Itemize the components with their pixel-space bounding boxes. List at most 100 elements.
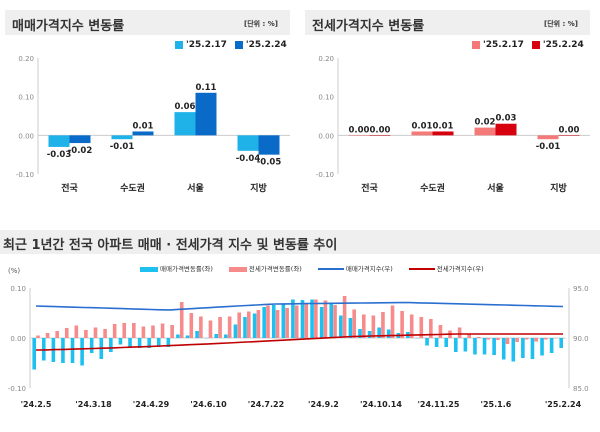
trend-bar bbox=[64, 328, 69, 338]
trend-bar bbox=[233, 324, 238, 338]
trend-bar bbox=[74, 325, 79, 338]
trend-bar bbox=[544, 338, 548, 340]
legend-item: 매매가격변동률(좌) bbox=[140, 263, 213, 273]
trend-bar bbox=[476, 337, 481, 338]
trend-bar bbox=[185, 335, 190, 338]
trend-bar bbox=[103, 329, 107, 338]
legend-item: '25.2.17 bbox=[472, 40, 524, 50]
trend-bar bbox=[438, 325, 443, 338]
trend-bar bbox=[342, 296, 347, 338]
trend-bar bbox=[275, 310, 280, 338]
trend-bar bbox=[195, 331, 199, 338]
trend-bar bbox=[473, 338, 477, 355]
data-label: 0.00 bbox=[559, 125, 580, 135]
trend-bar bbox=[454, 338, 458, 352]
trend-bar bbox=[515, 338, 519, 342]
data-label: -0.05 bbox=[257, 158, 282, 168]
trend-bar bbox=[256, 310, 261, 338]
jeonse-index-line bbox=[35, 333, 563, 351]
right-tick-label: 95.0 bbox=[573, 285, 589, 293]
trend-bar bbox=[457, 327, 462, 338]
trend-bar bbox=[496, 338, 500, 340]
trend-bar bbox=[559, 338, 563, 348]
trend-bar bbox=[524, 338, 529, 340]
data-label: -0.02 bbox=[68, 146, 93, 156]
jeonse-chart-title: 전세가격지수 변동률 bbox=[312, 19, 425, 34]
trend-bar bbox=[189, 313, 194, 338]
trend-bar bbox=[247, 311, 251, 338]
bar bbox=[69, 135, 91, 144]
trend-bar bbox=[300, 300, 305, 338]
y-tick-label: 0.20 bbox=[18, 55, 34, 63]
trend-bar bbox=[252, 313, 257, 338]
trend-bar bbox=[36, 335, 40, 338]
trend-bar bbox=[310, 299, 314, 338]
trend-bar bbox=[128, 338, 132, 348]
trend-bar bbox=[492, 338, 496, 355]
trend-bar bbox=[170, 325, 174, 338]
y-tick-label: -0.10 bbox=[316, 171, 334, 179]
sale-chart-unit: [단위 : %] bbox=[244, 20, 278, 28]
trend-bar bbox=[151, 325, 155, 338]
trend-bar bbox=[132, 323, 136, 338]
trend-bar bbox=[156, 338, 161, 347]
trend-bar bbox=[285, 308, 289, 338]
category-label: 서울 bbox=[187, 182, 204, 194]
jeonse-chart-header: 전세가격지수 변동률 [단위 : %] bbox=[305, 10, 590, 35]
trend-bar bbox=[400, 311, 404, 338]
trend-bar bbox=[521, 338, 525, 358]
trend-bar bbox=[214, 334, 219, 338]
trend-bar bbox=[339, 315, 343, 338]
category-label: 지방 bbox=[250, 182, 267, 194]
trend-bar bbox=[390, 305, 395, 338]
x-tick-label: '24.11.25 bbox=[417, 400, 459, 409]
data-label: 0.00 bbox=[370, 125, 391, 135]
trend-bar bbox=[70, 338, 75, 363]
y-tick-label: 0.00 bbox=[18, 132, 34, 140]
trend-bar bbox=[381, 312, 385, 338]
bar bbox=[237, 135, 259, 151]
y-tick-label: -0.10 bbox=[16, 171, 34, 179]
trend-bar bbox=[32, 338, 36, 370]
bar bbox=[258, 135, 280, 155]
x-tick-label: '24.4.29 bbox=[133, 400, 170, 409]
data-label: 0.02 bbox=[475, 118, 496, 128]
trend-bar bbox=[89, 338, 94, 353]
bar bbox=[174, 112, 196, 136]
bar bbox=[348, 135, 370, 136]
trend-bar bbox=[444, 338, 449, 347]
trend-bar bbox=[511, 338, 516, 362]
data-label: -0.01 bbox=[536, 142, 561, 152]
x-tick-label: '24.10.14 bbox=[360, 400, 402, 409]
trend-bar bbox=[147, 338, 151, 348]
trend-bar bbox=[112, 324, 117, 338]
data-label: 0.06 bbox=[175, 102, 196, 112]
x-tick-label: '25.2.24 bbox=[545, 400, 582, 409]
y-axis-unit: (%) bbox=[8, 267, 20, 275]
trend-bar bbox=[486, 338, 491, 340]
left-tick-label: 0.10 bbox=[10, 285, 26, 293]
bar bbox=[432, 131, 454, 136]
trend-bar bbox=[224, 334, 228, 338]
trend-bar bbox=[367, 331, 372, 338]
trend-bar bbox=[323, 300, 328, 338]
left-tick-label: 0.00 bbox=[10, 335, 26, 343]
x-tick-label: '24.9.2 bbox=[308, 400, 339, 409]
sale-index-line bbox=[35, 301, 564, 311]
data-label: 0.00 bbox=[349, 125, 370, 135]
data-label: 0.03 bbox=[496, 114, 517, 124]
legend-item: '25.2.24 bbox=[234, 40, 287, 50]
trend-bar bbox=[304, 303, 309, 338]
trend-bar bbox=[534, 338, 539, 342]
data-label: 0.01 bbox=[412, 121, 433, 131]
trend-bar bbox=[266, 305, 270, 338]
x-tick-label: '24.2.5 bbox=[21, 400, 52, 409]
trend-bar bbox=[281, 304, 286, 338]
trend-bar bbox=[540, 338, 544, 356]
trend-bar bbox=[505, 338, 510, 344]
category-label: 서울 bbox=[487, 182, 504, 194]
trend-bar bbox=[262, 307, 266, 338]
trend-bar bbox=[141, 326, 146, 338]
data-label: -0.03 bbox=[47, 150, 72, 160]
